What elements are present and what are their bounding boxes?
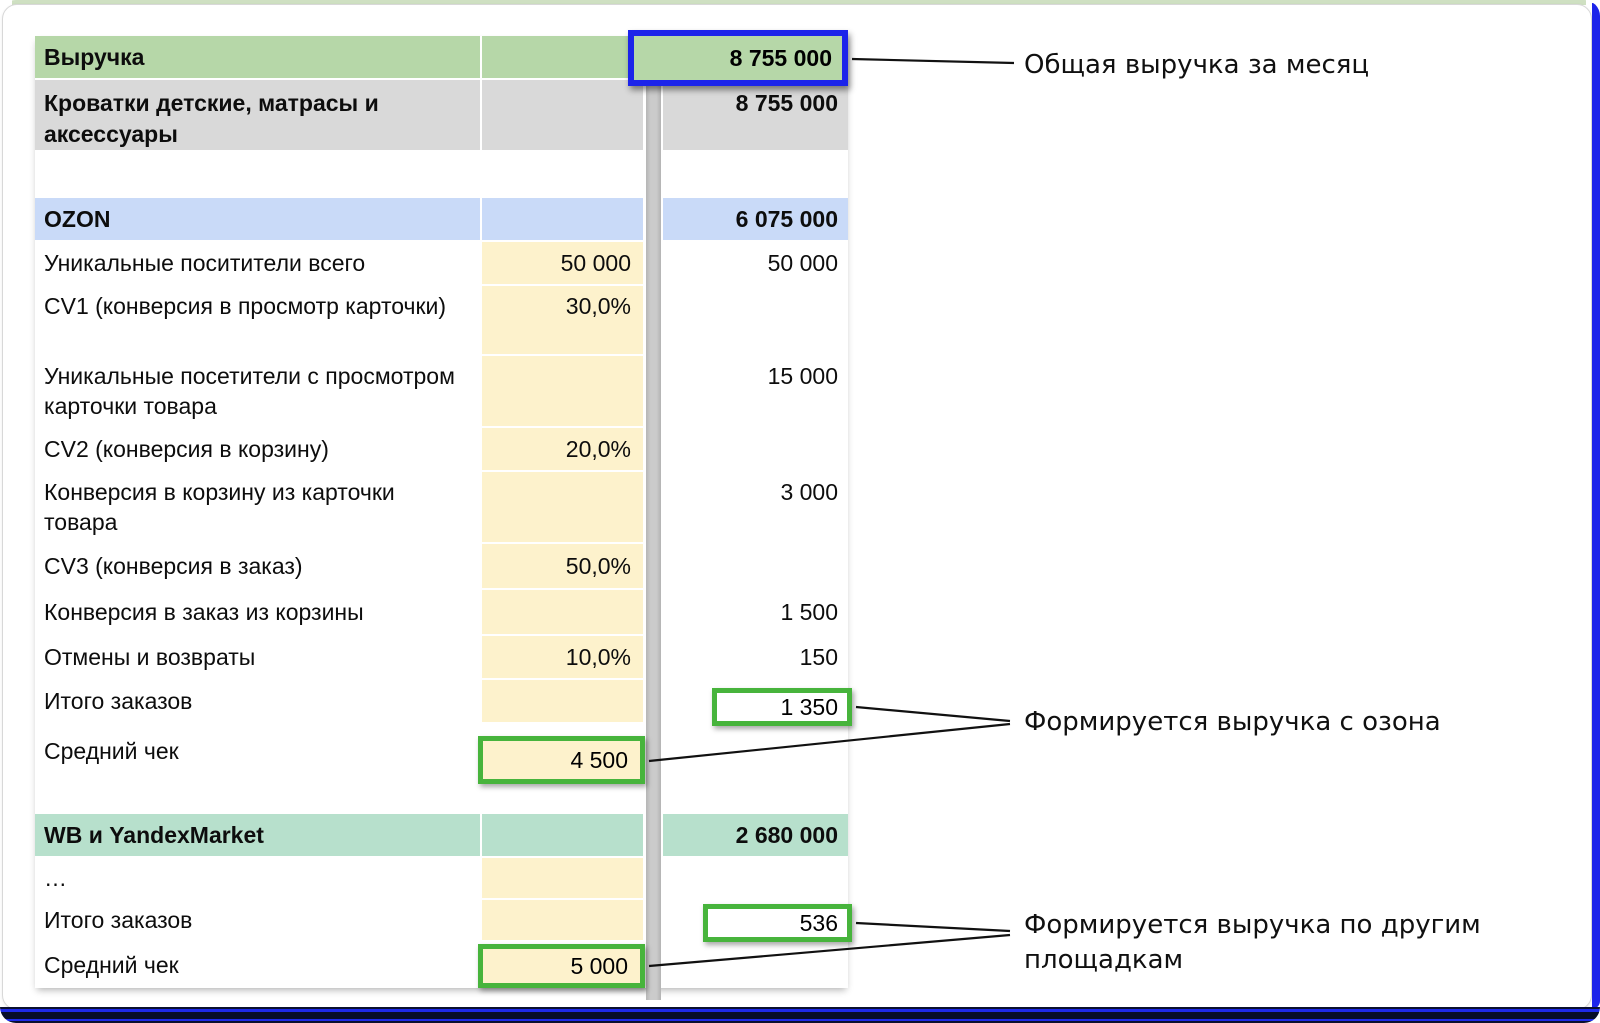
top-green-strip — [12, 0, 1586, 5]
cell-label[interactable]: Уникальные посетители с просмотром карто… — [44, 363, 455, 419]
table-row-category: Кроватки детские, матрасы и аксессуары 8… — [35, 80, 848, 152]
cell-input[interactable] — [482, 900, 643, 940]
table-row-ozon-total-orders: Итого заказов — [35, 680, 848, 724]
highlight-box-ozon-orders[interactable]: 1 350 — [712, 688, 852, 726]
cell-input[interactable] — [482, 80, 643, 150]
cell-value[interactable] — [663, 858, 848, 898]
cell-label[interactable]: WB и YandexMarket — [35, 814, 480, 856]
cell-value[interactable]: 8 755 000 — [663, 80, 848, 150]
cell-label[interactable]: Кроватки детские, матрасы и аксессуары — [35, 80, 480, 150]
cell-label[interactable]: CV1 (конверсия в просмотр карточки) — [44, 293, 447, 319]
cell-input[interactable] — [482, 472, 643, 542]
cell-value[interactable]: 2 680 000 — [663, 814, 848, 856]
cell-label[interactable]: Уникальные поситители всего — [44, 249, 366, 276]
cell-input[interactable] — [482, 858, 643, 898]
cell-input[interactable]: 30,0% — [482, 286, 643, 354]
table-row-order-conversion: Конверсия в заказ из корзины 1 500 — [35, 590, 848, 636]
cell-value[interactable]: 3 000 — [780, 479, 838, 505]
highlight-box-ozon-avg-check[interactable]: 4 500 — [478, 736, 645, 784]
frozen-pane-divider[interactable] — [646, 84, 661, 1000]
annotation-other-revenue: Формируется выручка по другим площадкам — [1024, 910, 1481, 975]
table-row-other-total-orders: Итого заказов — [35, 900, 848, 942]
bottom-navy-bar — [0, 1007, 1600, 1023]
table-row-ozon-avg-check: Средний чек — [35, 724, 848, 780]
cell-input[interactable]: 20,0% — [482, 428, 643, 470]
cell-input[interactable] — [482, 590, 643, 634]
cell-input[interactable] — [482, 356, 643, 426]
cell-value[interactable] — [663, 544, 848, 588]
table-row-ellipsis: … — [35, 858, 848, 900]
cell-input[interactable] — [482, 680, 643, 722]
cell-input[interactable]: 50 000 — [482, 242, 643, 284]
table-row-cv2: CV2 (конверсия в корзину) 20,0% — [35, 428, 848, 472]
cell-label[interactable]: Конверсия в заказ из корзины — [44, 598, 364, 625]
table-row-ozon-header: OZON 6 075 000 — [35, 198, 848, 242]
cell-label[interactable]: CV3 (конверсия в заказ) — [44, 552, 303, 579]
cell-value[interactable] — [663, 428, 848, 470]
table-row-cart-conversion: Конверсия в корзину из карточки товара 3… — [35, 472, 848, 544]
cell-input[interactable]: 50,0% — [482, 544, 643, 588]
cell-label[interactable]: Конверсия в корзину из карточки товара — [44, 479, 395, 535]
spreadsheet-table: Выручка Кроватки детские, матрасы и аксе… — [35, 36, 848, 988]
cell-label[interactable]: Итого заказов — [44, 906, 193, 933]
table-row-spacer — [35, 780, 848, 814]
table-row-cv3: CV3 (конверсия в заказ) 50,0% — [35, 544, 848, 590]
cell-value[interactable] — [663, 286, 848, 354]
right-blue-edge — [1592, 3, 1600, 1009]
cell-input[interactable] — [482, 198, 643, 240]
table-row-spacer — [35, 152, 848, 198]
cell-value[interactable]: 50 000 — [767, 249, 838, 276]
table-row-other-avg-check: Средний чек — [35, 942, 848, 988]
cell-value[interactable]: 1 500 — [780, 598, 838, 625]
cell-input[interactable] — [482, 36, 643, 78]
highlight-box-total-revenue[interactable]: 8 755 000 — [628, 30, 848, 86]
cell-value[interactable]: 150 — [799, 643, 838, 670]
cell-value[interactable]: 15 000 — [767, 363, 838, 389]
cell-input[interactable] — [482, 814, 643, 856]
table-row-unique-visitors: Уникальные поситители всего 50 000 50 00… — [35, 242, 848, 286]
table-row-cv1: CV1 (конверсия в просмотр карточки) 30,0… — [35, 286, 848, 356]
cell-label[interactable]: Итого заказов — [44, 687, 193, 714]
cell-label[interactable]: Средний чек — [44, 951, 179, 978]
cell-value[interactable] — [663, 724, 848, 778]
table-row-wb-header: WB и YandexMarket 2 680 000 — [35, 814, 848, 858]
annotation-ozon-revenue: Формируется выручка с озона — [1024, 707, 1441, 737]
cell-label[interactable]: Отмены и возвраты — [44, 643, 256, 670]
cell-value[interactable]: 6 075 000 — [663, 198, 848, 240]
cell-label[interactable]: Выручка — [35, 36, 480, 78]
cell-input[interactable]: 10,0% — [482, 636, 643, 678]
cell-label[interactable]: OZON — [35, 198, 480, 240]
highlight-box-other-orders[interactable]: 536 — [703, 904, 852, 942]
table-row-cancellations: Отмены и возвраты 10,0% 150 — [35, 636, 848, 680]
cell-label[interactable]: Средний чек — [44, 737, 179, 764]
cell-value[interactable] — [663, 942, 848, 988]
highlight-box-other-avg-check[interactable]: 5 000 — [478, 944, 645, 988]
cell-label[interactable]: … — [44, 864, 67, 891]
table-row-visitors-card-view: Уникальные посетители с просмотром карто… — [35, 356, 848, 428]
cell-label[interactable]: CV2 (конверсия в корзину) — [44, 435, 329, 462]
annotation-total-revenue: Общая выручка за месяц — [1024, 50, 1370, 80]
